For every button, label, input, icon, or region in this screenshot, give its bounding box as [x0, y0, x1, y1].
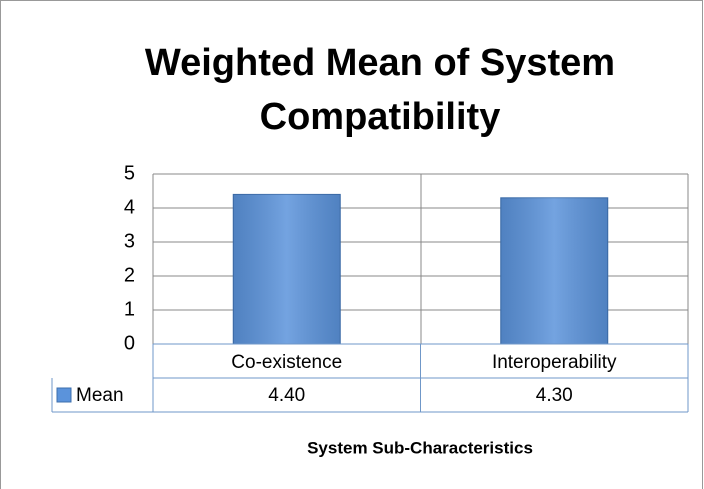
x-tick-label: Co-existence: [231, 352, 342, 373]
x-axis-title: System Sub-Characteristics: [307, 438, 533, 457]
y-tick-label: 1: [124, 298, 135, 320]
x-tick-label: Interoperability: [492, 352, 617, 373]
y-tick-label: 4: [124, 196, 135, 218]
y-tick-label: 3: [124, 230, 135, 252]
y-tick-label: 5: [124, 162, 135, 184]
y-tick-label: 2: [124, 264, 135, 286]
data-label: 4.40: [268, 385, 305, 406]
legend-key: [56, 387, 72, 403]
bar-shade: [233, 194, 341, 344]
y-tick-label: 0: [124, 332, 135, 354]
data-label: 4.30: [536, 385, 573, 406]
bar-shade: [500, 197, 608, 344]
legend-label: Mean: [76, 385, 124, 406]
chart-title: Weighted Mean of System Compatibility: [144, 42, 616, 138]
